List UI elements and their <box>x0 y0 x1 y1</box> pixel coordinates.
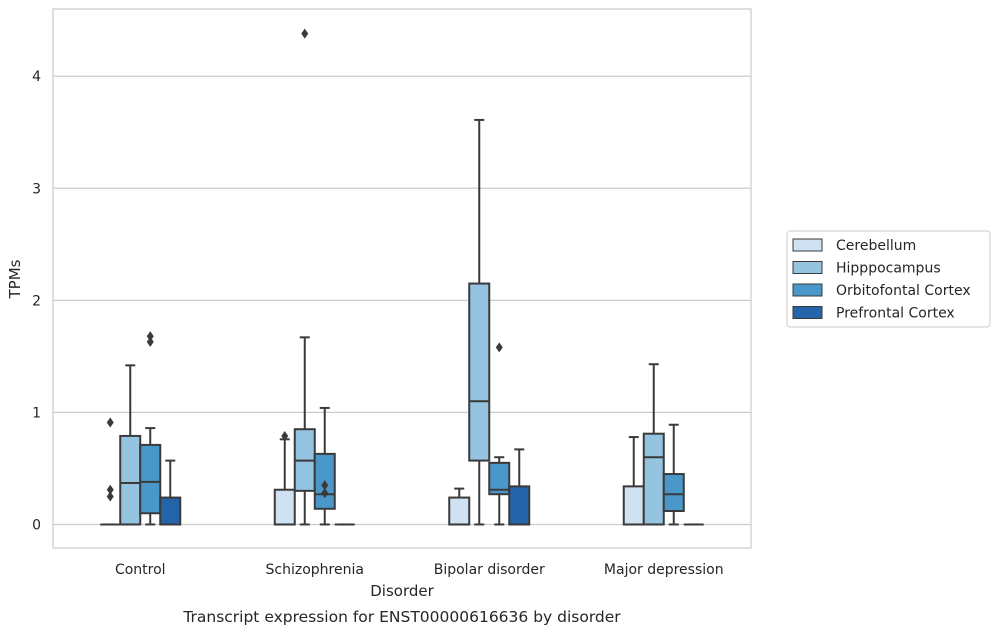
box <box>293 28 316 526</box>
box <box>488 342 511 526</box>
box-body <box>508 485 531 526</box>
legend-label: Orbitofontal Cortex <box>836 283 971 299</box>
box-body <box>273 488 296 526</box>
box <box>139 331 162 526</box>
x-tick-label: Schizophrenia <box>266 562 364 578</box>
y-tick-label: 4 <box>32 69 41 85</box>
box-body <box>622 485 645 526</box>
box <box>313 406 336 526</box>
box <box>273 430 296 526</box>
outlier-point <box>321 480 329 491</box>
outlier-point <box>146 331 154 342</box>
box-body <box>642 432 665 526</box>
y-tick-label: 3 <box>32 181 41 197</box>
outlier-point <box>321 488 329 499</box>
box <box>508 448 531 526</box>
box-body <box>159 496 182 526</box>
box-body <box>468 282 491 462</box>
x-axis-label: Disorder <box>370 582 434 600</box>
outlier-point <box>106 484 114 495</box>
y-tick-label: 2 <box>32 293 41 309</box>
box-body <box>662 473 685 513</box>
legend-frame <box>786 230 991 328</box>
box <box>448 487 471 526</box>
y-tick-label: 0 <box>32 517 41 533</box>
box-body <box>139 443 162 515</box>
box <box>622 436 645 526</box>
legend-swatch <box>792 306 823 319</box>
x-tick-label: Major depression <box>604 562 724 578</box>
legend-label: Prefrontal Cortex <box>836 306 955 322</box>
legend-label: Hipppocampus <box>836 261 941 277</box>
box-series <box>100 28 704 526</box>
y-tick-label: 1 <box>32 405 41 421</box>
box <box>642 363 665 526</box>
box <box>119 364 142 526</box>
outlier-point <box>301 28 309 39</box>
legend-swatch <box>792 238 823 252</box>
outlier-point <box>146 336 154 347</box>
chart-title: Transcript expression for ENST0000061663… <box>182 608 621 626</box>
outlier-point <box>106 491 114 502</box>
legend-swatch <box>792 283 823 297</box>
legend: Cerebellum Hipppocampus Orbitofontal Corte… <box>786 230 991 328</box>
legend-swatch <box>792 261 823 274</box>
box <box>159 459 182 526</box>
x-tick-label: Bipolar disorder <box>434 562 545 578</box>
x-tick-labels: Control Schizophrenia Bipolar disorder Majo… <box>115 562 724 578</box>
box-body <box>448 496 471 526</box>
outlier-point <box>495 342 503 353</box>
box <box>100 417 121 526</box>
outlier-point <box>281 430 289 441</box>
legend-label: Cerebellum <box>836 238 916 254</box>
box-body <box>488 461 511 496</box>
y-axis-label: TPMs <box>6 259 24 299</box>
box <box>662 423 685 526</box>
x-tick-label: Control <box>115 562 166 578</box>
box-body <box>119 434 142 526</box>
y-tick-labels: 0 1 2 3 4 <box>32 69 41 533</box>
plot-frame <box>52 8 752 549</box>
box <box>468 118 491 526</box>
outlier-point <box>106 417 114 428</box>
